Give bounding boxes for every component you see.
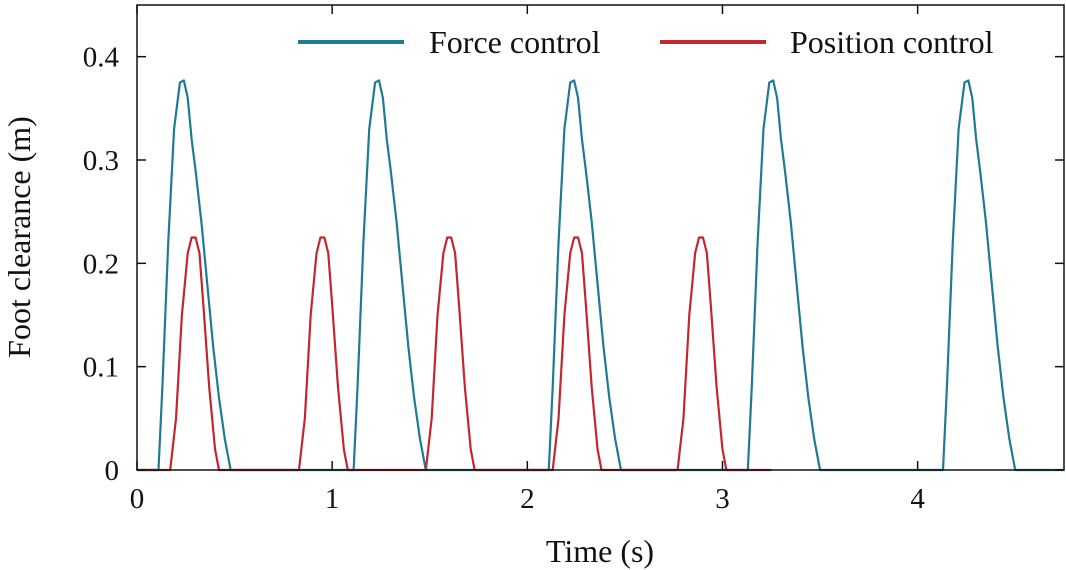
x-tick-label: 3 [715, 483, 730, 515]
chart-legend: Force control Position control [298, 24, 994, 60]
series-line-force-control [137, 79, 1064, 472]
x-tick-label: 2 [520, 483, 535, 515]
series-line-position-control [137, 236, 772, 472]
y-tick-label: 0 [105, 455, 120, 487]
x-tick-label: 1 [325, 483, 340, 515]
y-tick-label: 0.3 [83, 145, 119, 177]
y-axis-title: Foot clearance (m) [1, 116, 37, 358]
x-tick-label: 0 [130, 483, 145, 515]
plot-frame [136, 4, 1065, 471]
x-axis-title: Time (s) [546, 533, 654, 569]
plot-lines [137, 79, 1064, 472]
axis-tick-labels: 0 1 2 3 4 0 0.1 0.2 0.3 0.4 [83, 42, 926, 515]
legend-label-force-control: Force control [429, 24, 601, 60]
axis-ticks [136, 5, 1064, 471]
y-tick-label: 0.4 [83, 42, 120, 74]
legend-label-position-control: Position control [790, 24, 994, 60]
y-tick-label: 0.1 [83, 352, 119, 384]
x-tick-label: 4 [910, 483, 925, 515]
y-tick-label: 0.2 [83, 248, 119, 280]
